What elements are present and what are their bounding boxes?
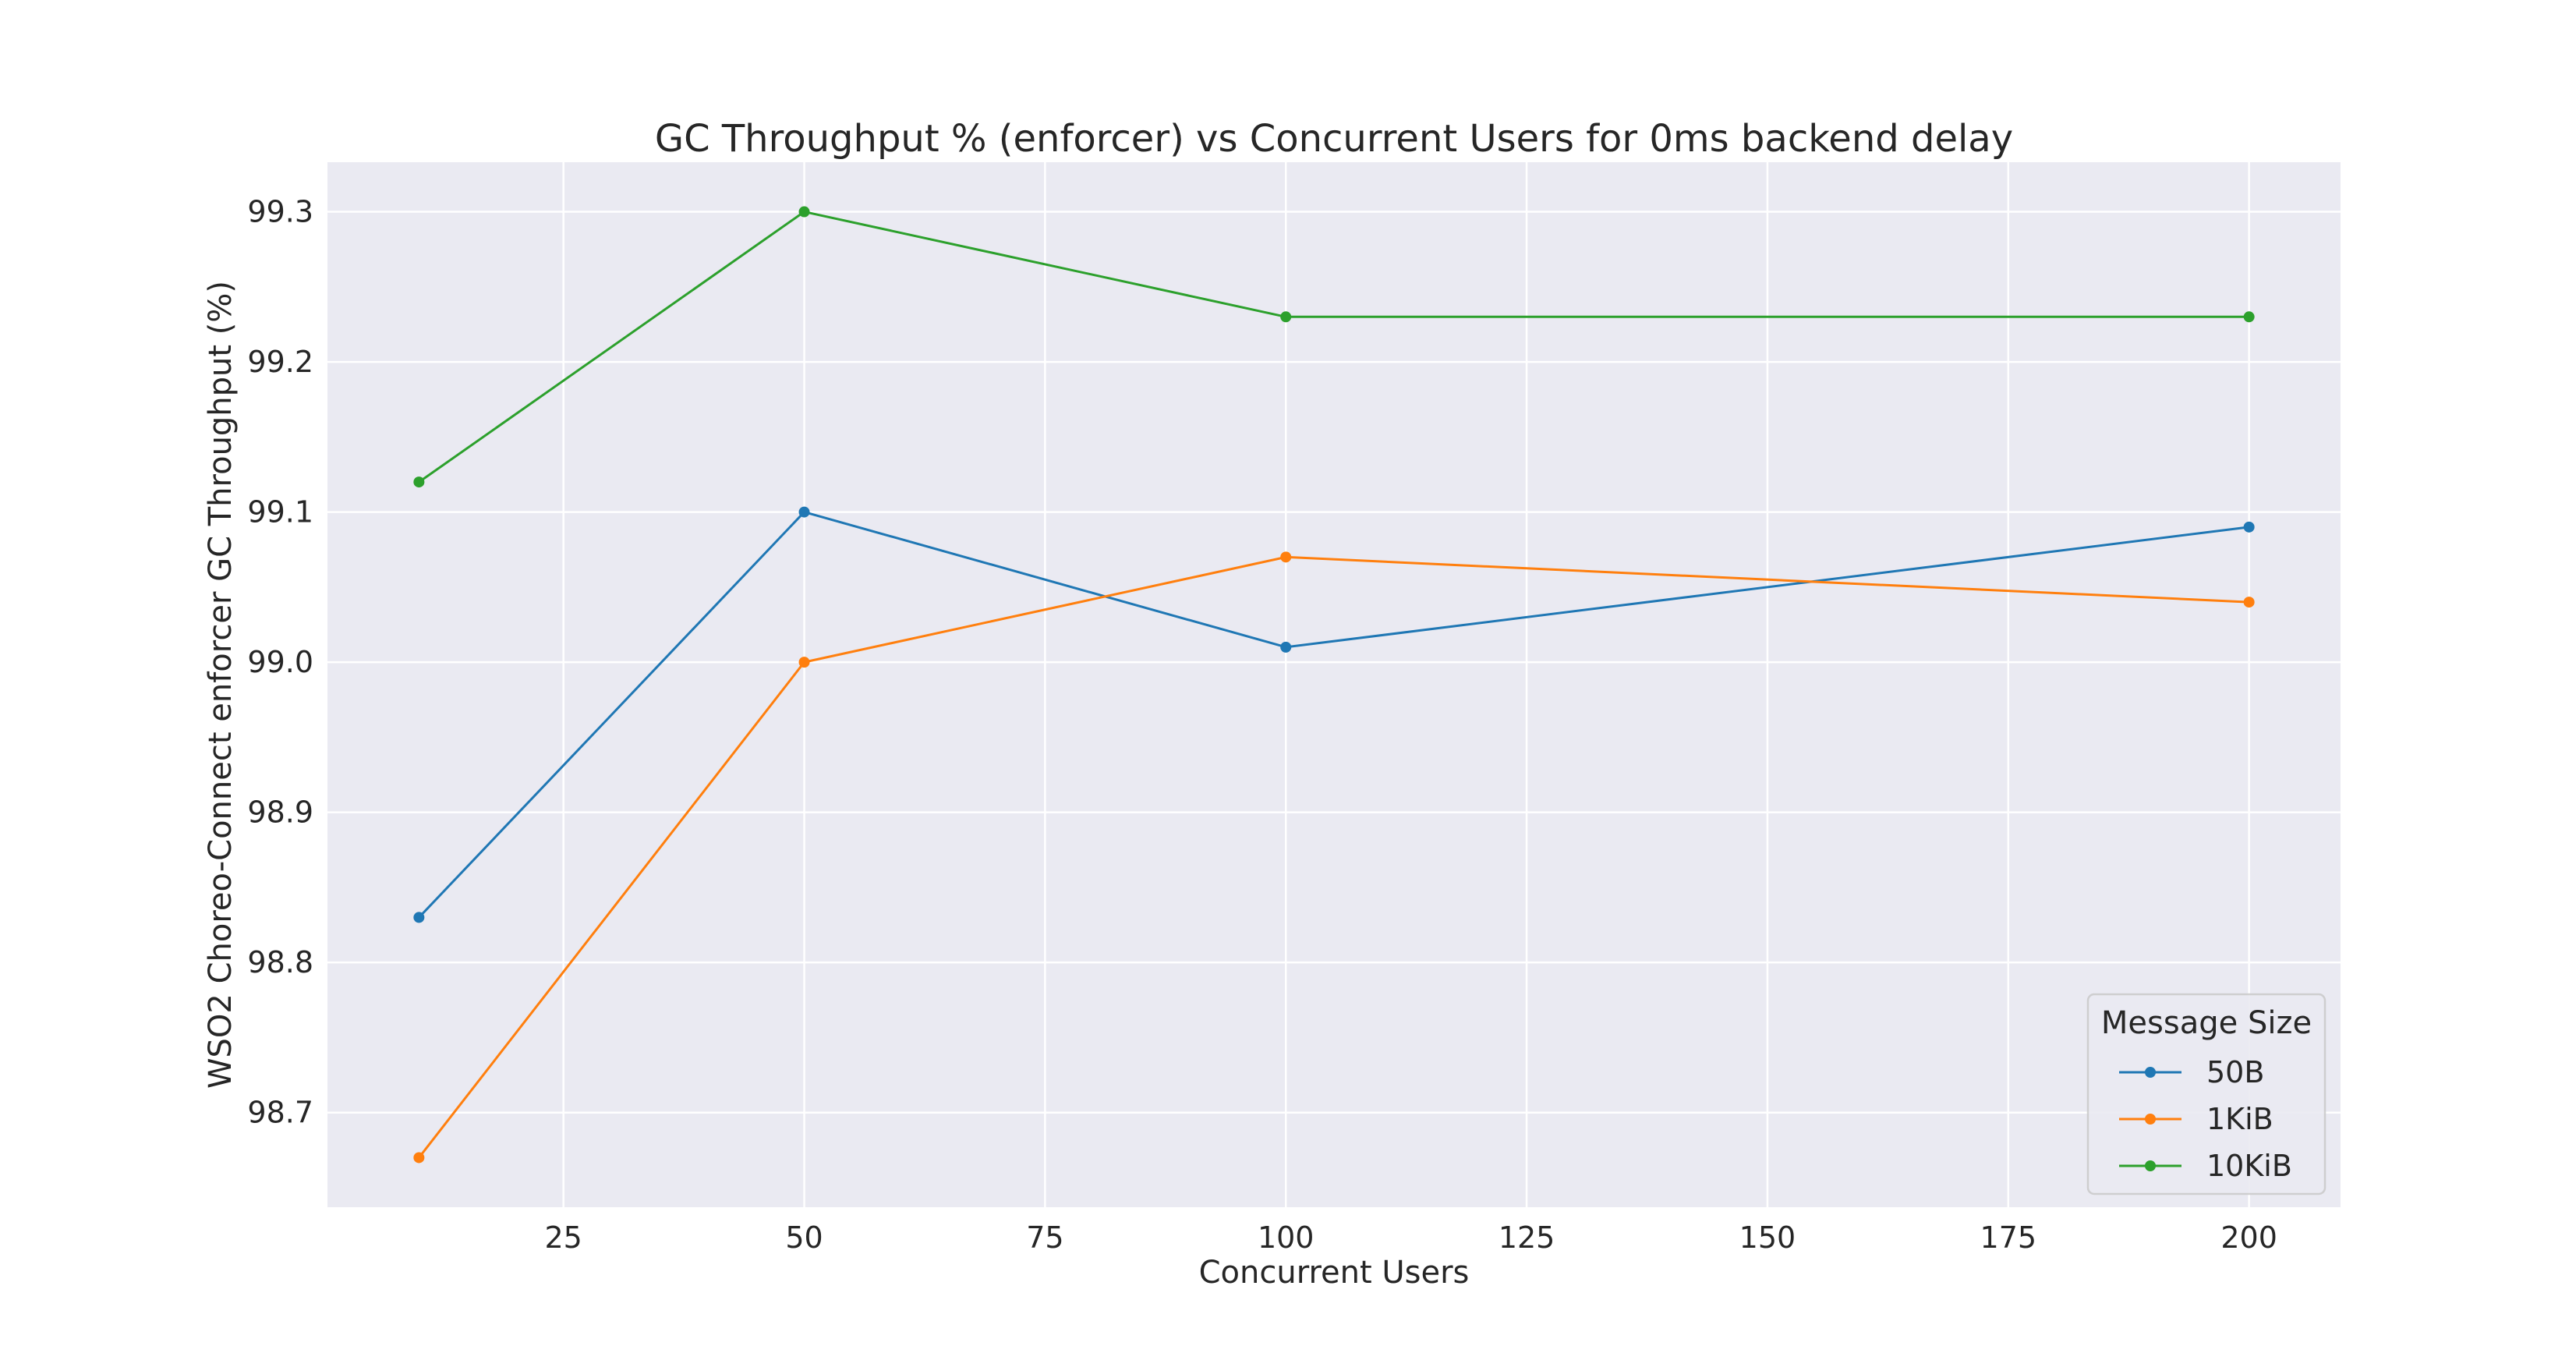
series-1kib xyxy=(413,551,2255,1164)
series-50b xyxy=(413,506,2255,923)
x-tick-label: 50 xyxy=(785,1220,823,1255)
y-tick-label: 99.0 xyxy=(247,645,313,679)
x-tick-label: 75 xyxy=(1026,1220,1063,1255)
plot-area xyxy=(327,162,2341,1207)
x-axis-ticks: 25 50 75 100 125 150 175 200 xyxy=(544,1220,2277,1255)
legend-label: 10KiB xyxy=(2206,1149,2292,1183)
legend-box xyxy=(2086,993,2327,1195)
data-point xyxy=(1280,551,1292,563)
y-tick-label: 98.7 xyxy=(247,1096,313,1130)
legend-item-1kib: 1KiB xyxy=(2119,1102,2273,1136)
legend-marker xyxy=(2145,1067,2156,1078)
x-tick-label: 175 xyxy=(1980,1220,2037,1255)
data-point xyxy=(413,476,425,488)
data-point xyxy=(2243,311,2255,323)
x-tick-label: 125 xyxy=(1499,1220,1555,1255)
x-tick-label: 100 xyxy=(1258,1220,1315,1255)
series-line xyxy=(418,511,2249,919)
data-point xyxy=(798,206,810,218)
data-point xyxy=(2243,521,2255,533)
legend-marker xyxy=(2145,1160,2156,1171)
y-axis-label: WSO2 Choreo-Connect enforcer GC Throughp… xyxy=(203,281,239,1089)
series-layer xyxy=(413,206,2255,1164)
x-tick-label: 200 xyxy=(2220,1220,2277,1255)
data-point xyxy=(1280,311,1292,323)
series-line xyxy=(418,211,2249,483)
data-point xyxy=(413,1152,425,1164)
y-tick-label: 99.1 xyxy=(247,495,313,530)
legend: Message Size 50B 1KiB 10KiB xyxy=(2086,993,2327,1195)
data-point xyxy=(2243,597,2255,608)
y-axis-ticks: 98.7 98.8 98.9 99.0 99.1 99.2 99.3 xyxy=(247,195,313,1130)
legend-label: 50B xyxy=(2206,1055,2264,1089)
legend-item-50b: 50B xyxy=(2119,1055,2264,1089)
legend-item-10kib: 10KiB xyxy=(2119,1149,2292,1183)
x-tick-label: 25 xyxy=(544,1220,582,1255)
y-tick-label: 99.3 xyxy=(247,195,313,229)
y-tick-label: 98.9 xyxy=(247,795,313,830)
x-axis-label: Concurrent Users xyxy=(1199,1255,1470,1291)
legend-label: 1KiB xyxy=(2206,1102,2273,1136)
legend-items: 50B 1KiB 10KiB xyxy=(2119,1055,2292,1183)
data-point xyxy=(1280,641,1292,653)
y-tick-label: 99.2 xyxy=(247,345,313,379)
series-10kib xyxy=(413,206,2255,488)
data-point xyxy=(798,657,810,668)
chart-title: GC Throughput % (enforcer) vs Concurrent… xyxy=(655,117,2013,161)
legend-marker xyxy=(2145,1114,2156,1125)
series-line xyxy=(418,555,2249,1159)
x-tick-label: 150 xyxy=(1739,1220,1796,1255)
y-tick-label: 98.8 xyxy=(247,945,313,979)
data-point xyxy=(413,912,425,923)
legend-title: Message Size xyxy=(2101,1005,2312,1041)
data-point xyxy=(798,506,810,518)
